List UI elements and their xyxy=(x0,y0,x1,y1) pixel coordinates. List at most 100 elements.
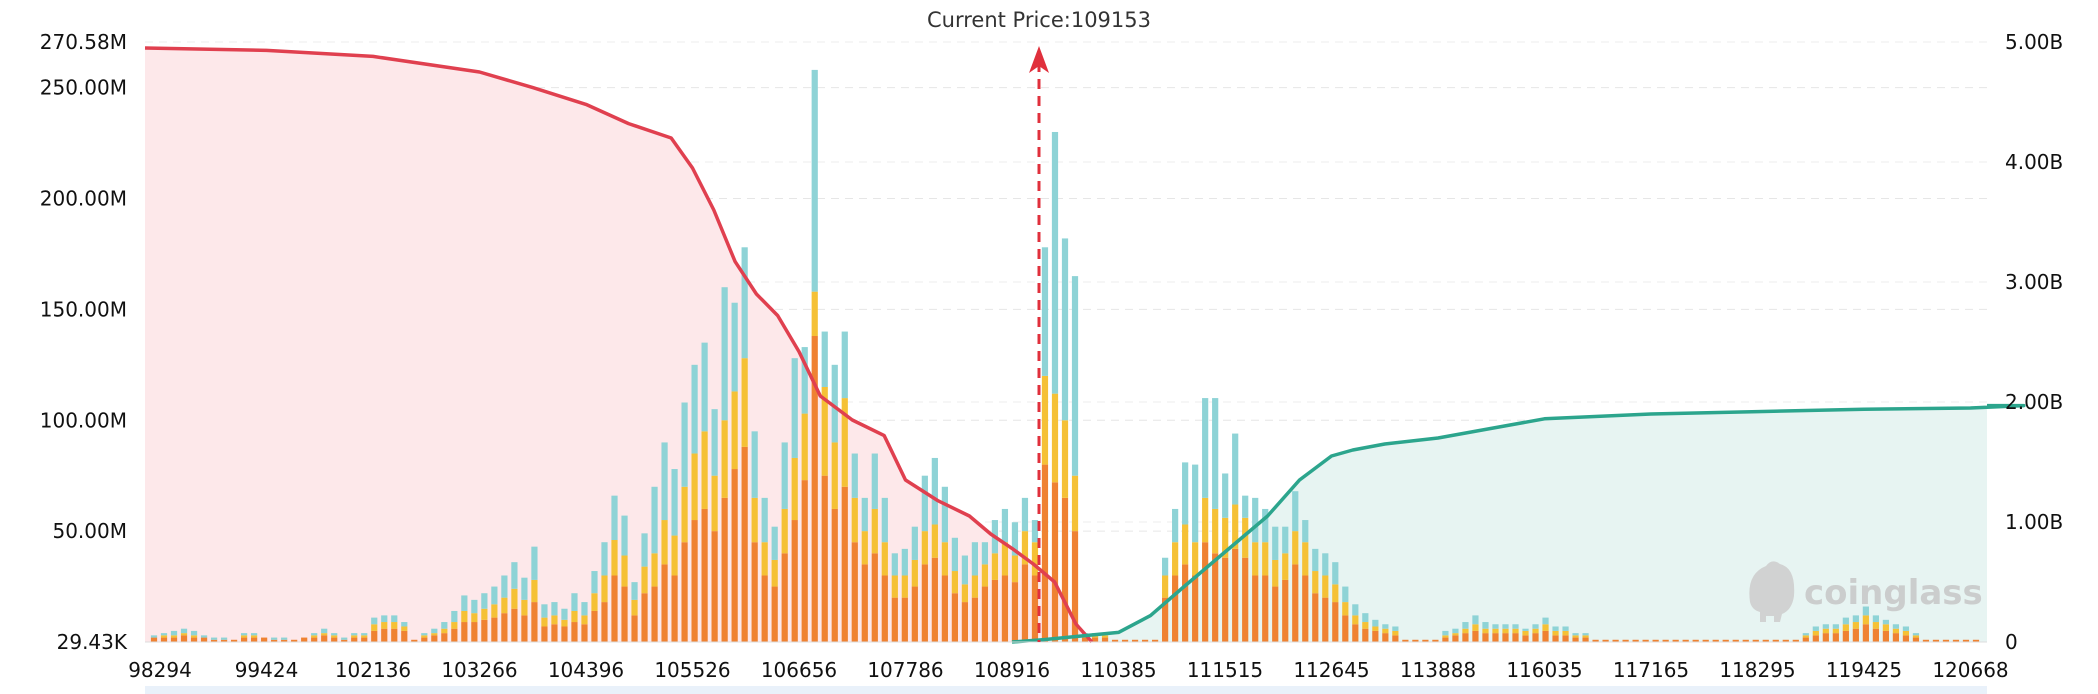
bar-segment-tier-3 xyxy=(361,633,368,636)
bar-segment-tier-2 xyxy=(1512,628,1519,634)
bar-segment-tier-1 xyxy=(551,624,558,642)
bar-segment-tier-2 xyxy=(1462,628,1469,634)
bar-segment-tier-2 xyxy=(1862,615,1869,625)
bar-segment-tier-1 xyxy=(1402,639,1409,642)
bar-segment-tier-1 xyxy=(761,575,768,642)
bar-segment-tier-3 xyxy=(851,453,858,498)
bar-segment-tier-1 xyxy=(1762,639,1769,642)
bar-segment-tier-3 xyxy=(831,364,838,443)
bar-segment-tier-1 xyxy=(371,630,378,642)
bar-segment-tier-1 xyxy=(1462,633,1469,642)
bar-segment-tier-2 xyxy=(601,575,608,603)
bar-segment-tier-1 xyxy=(511,608,518,642)
cumulative-lines xyxy=(144,46,2026,644)
bar-segment-tier-1 xyxy=(291,639,298,642)
bar-segment-tier-2 xyxy=(1552,630,1559,636)
cumulative-areas xyxy=(145,48,2024,642)
bar-segment-tier-3 xyxy=(1061,238,1069,421)
bar-segment-tier-1 xyxy=(1842,630,1849,642)
bar-segment-tier-1 xyxy=(321,635,328,642)
bar-segment-tier-3 xyxy=(160,633,168,636)
bar-segment-tier-1 xyxy=(1292,564,1299,642)
bar-segment-tier-1 xyxy=(1582,637,1589,642)
bar-segment-tier-1 xyxy=(1862,624,1869,642)
left-axis-tick-label: 29.43K xyxy=(57,630,128,654)
bar-segment-tier-2 xyxy=(1192,542,1199,576)
bar-segment-tier-1 xyxy=(851,542,858,642)
bar-segment-tier-2 xyxy=(1392,630,1399,636)
bar-segment-tier-3 xyxy=(1512,624,1519,629)
bar-segment-tier-2 xyxy=(761,542,768,576)
bar-segment-tier-2 xyxy=(941,542,948,576)
x-axis-tick-label: 116035 xyxy=(1506,658,1582,682)
bar-segment-tier-3 xyxy=(1912,633,1920,636)
bar-segment-tier-1 xyxy=(1962,639,1970,642)
bar-segment-tier-3 xyxy=(771,526,778,560)
bar-segment-tier-1 xyxy=(1712,639,1719,642)
coinglass-logo-icon xyxy=(1749,561,1795,622)
bar-segment-tier-2 xyxy=(1442,635,1449,638)
bar-segment-tier-2 xyxy=(521,599,528,616)
bar-segment-tier-3 xyxy=(751,431,758,498)
bar-segment-tier-1 xyxy=(1252,575,1259,642)
bar-segment-tier-1 xyxy=(1081,637,1089,642)
bar-segment-tier-1 xyxy=(1372,630,1379,642)
watermark-text: coinglass xyxy=(1804,573,1983,613)
bar-segment-tier-2 xyxy=(991,553,999,580)
bar-segment-tier-2 xyxy=(471,613,478,623)
bar-segment-tier-2 xyxy=(1262,542,1269,576)
bar-segment-tier-1 xyxy=(1892,633,1900,642)
bar-segment-tier-1 xyxy=(1031,575,1039,642)
bar-segment-tier-1 xyxy=(1792,639,1799,642)
bar-segment-tier-1 xyxy=(681,542,688,642)
bar-segment-tier-2 xyxy=(951,571,958,594)
bar-segment-tier-1 xyxy=(1232,548,1239,642)
bar-segment-tier-3 xyxy=(1262,508,1269,543)
bar-segment-tier-3 xyxy=(1872,615,1879,623)
bar-segment-tier-2 xyxy=(170,635,178,638)
bar-segment-tier-3 xyxy=(1502,624,1509,629)
bar-segment-tier-1 xyxy=(961,602,968,642)
bar-segment-tier-3 xyxy=(761,497,768,543)
bar-segment-tier-1 xyxy=(1562,635,1569,642)
bar-segment-tier-3 xyxy=(1372,619,1379,627)
bar-segment-tier-2 xyxy=(1041,375,1049,465)
bar-segment-tier-1 xyxy=(921,564,928,642)
bar-segment-tier-3 xyxy=(321,628,328,634)
bar-segment-tier-3 xyxy=(1001,508,1009,543)
bar-segment-tier-3 xyxy=(170,630,178,636)
x-axis-tick-label: 105526 xyxy=(654,658,730,682)
bar-segment-tier-2 xyxy=(561,619,568,627)
bar-segment-tier-1 xyxy=(381,628,388,642)
scrollbar-track[interactable] xyxy=(145,686,1987,694)
bar-segment-tier-1 xyxy=(411,639,418,642)
bar-segment-tier-2 xyxy=(931,524,938,558)
bar-segment-tier-1 xyxy=(210,639,218,642)
bar-segment-tier-1 xyxy=(1532,633,1539,642)
bar-segment-tier-3 xyxy=(391,615,398,623)
bar-segment-tier-3 xyxy=(1802,633,1809,636)
bar-segment-tier-3 xyxy=(981,542,989,565)
bar-segment-tier-3 xyxy=(1442,630,1449,636)
bar-segment-tier-3 xyxy=(1462,622,1469,629)
bar-segment-tier-1 xyxy=(1362,628,1369,642)
bar-segment-tier-3 xyxy=(481,593,488,609)
x-axis-tick-label: 104396 xyxy=(548,658,624,682)
bar-segment-tier-1 xyxy=(1041,464,1049,642)
x-axis-tick-label: 99424 xyxy=(235,658,299,682)
bar-segment-tier-3 xyxy=(491,586,498,605)
x-axis-tick-label: 112645 xyxy=(1293,658,1369,682)
bar-segment-tier-3 xyxy=(1182,462,1189,525)
bar-segment-tier-1 xyxy=(1061,497,1069,642)
bar-segment-tier-3 xyxy=(511,562,518,589)
bar-segment-tier-3 xyxy=(1292,491,1299,532)
bar-segment-tier-1 xyxy=(811,335,818,642)
bar-segment-tier-1 xyxy=(1512,633,1519,642)
bar-segment-tier-1 xyxy=(1752,639,1759,642)
bar-segment-tier-1 xyxy=(931,557,938,642)
bar-segment-tier-1 xyxy=(801,480,808,642)
bar-segment-tier-3 xyxy=(931,457,938,525)
bar-segment-tier-1 xyxy=(791,520,798,642)
left-axis-tick-label: 100.00M xyxy=(40,408,127,432)
bar-segment-tier-3 xyxy=(541,604,548,618)
